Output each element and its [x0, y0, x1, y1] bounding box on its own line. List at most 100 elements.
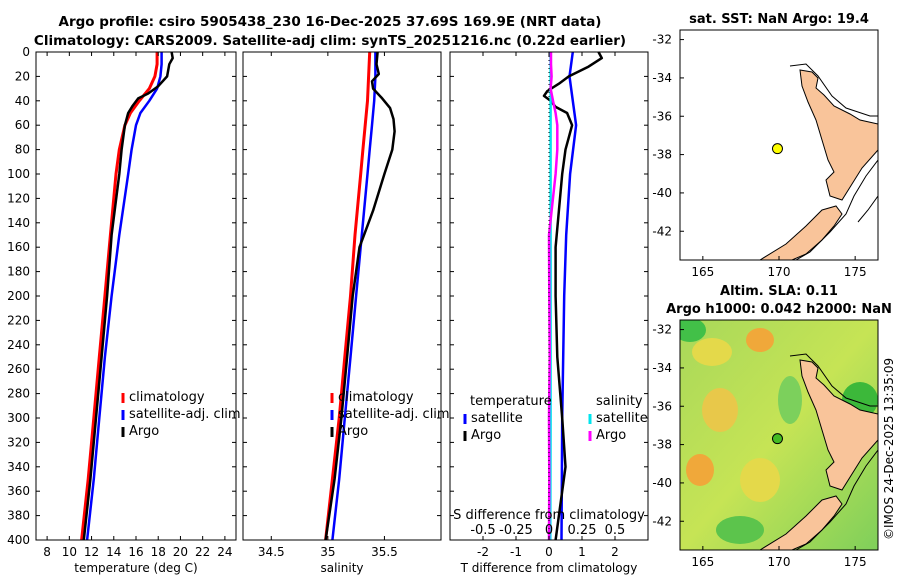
difference-legend-temperature-title: temperature	[470, 394, 552, 409]
temperature-ytick-label-14: 280	[7, 387, 30, 401]
sst_map-argo-marker	[771, 143, 783, 155]
sla_map-ytick-label-4: -40	[652, 476, 672, 490]
difference-series-1	[542, 51, 604, 541]
salinity-legend-label-0: climatology	[338, 390, 414, 405]
temperature-ytick-label-3: 60	[15, 118, 30, 132]
temperature-xtick-label-4: 16	[128, 545, 143, 559]
temperature-ytick-label-0: 0	[22, 45, 30, 59]
sla_map-xtick-label-2: 175	[844, 555, 867, 569]
temperature-xtick-label-8: 24	[217, 545, 232, 559]
salinity-series-0	[324, 51, 372, 541]
title-line-1: Argo profile: csiro 5905438_230 16-Dec-2…	[58, 14, 602, 30]
difference-legend-sal-label-1: Argo	[596, 428, 626, 443]
sla-blob-1	[746, 328, 774, 352]
sla-blob-2	[692, 338, 732, 366]
temperature-ytick-label-5: 100	[7, 167, 30, 181]
salinity-legend-label-2: Argo	[338, 424, 368, 439]
salinity-series-1	[331, 52, 377, 541]
sst_map-ytick-label-2: -36	[652, 109, 672, 123]
sla-map-land-north-island	[799, 359, 878, 491]
difference-top-label: S difference from climatology	[453, 508, 645, 523]
temperature-ytick-label-12: 240	[7, 338, 30, 352]
temperature-ytick-label-17: 340	[7, 460, 30, 474]
temperature-series-2	[82, 51, 174, 541]
temperature-ytick-label-18: 360	[7, 484, 30, 498]
sla_map-ytick-label-2: -36	[652, 399, 672, 413]
difference-series-3	[547, 52, 559, 541]
difference-top-tick-label-3: 0.25	[568, 523, 597, 538]
difference-top-tick-label-2: 0	[545, 523, 553, 538]
salinity-xtick-label-1: 35	[320, 545, 335, 559]
sst-map-land-north-island	[799, 69, 878, 201]
temperature-ytick-label-11: 220	[7, 313, 30, 327]
salinity-legend-label-1: satellite-adj. clim	[338, 407, 450, 422]
temperature-ytick-label-13: 260	[7, 362, 30, 376]
sst_map-ytick-label-1: -34	[652, 71, 672, 85]
temperature-series-1	[85, 52, 163, 541]
temperature-ytick-label-8: 160	[7, 240, 30, 254]
temperature-xtick-label-3: 14	[106, 545, 121, 559]
temperature-ytick-label-4: 80	[15, 143, 30, 157]
salinity-series-2	[324, 51, 396, 541]
difference-top-tick-label-1: -0.25	[499, 523, 533, 538]
temperature-xtick-label-7: 22	[195, 545, 210, 559]
difference-xtick-label-1: -1	[510, 545, 522, 559]
temperature-legend-label-1: satellite-adj. clim	[129, 407, 241, 422]
temperature-ytick-label-7: 140	[7, 216, 30, 230]
sla-blob-7	[680, 320, 706, 342]
sla-blob-5	[740, 458, 780, 502]
temperature-ytick-label-9: 180	[7, 265, 30, 279]
difference-top-tick-label-4: 0.5	[605, 523, 626, 538]
difference-xlabel: T difference from climatology	[460, 561, 638, 575]
sla_map-xtick-label-1: 170	[768, 555, 791, 569]
sla-blob-6	[778, 376, 802, 424]
sst_map-ytick-label-5: -42	[652, 224, 672, 238]
temperature-xtick-label-6: 20	[173, 545, 188, 559]
sla_map-ytick-label-3: -38	[652, 438, 672, 452]
temperature-ytick-label-6: 120	[7, 191, 30, 205]
temperature-xtick-label-1: 10	[62, 545, 77, 559]
sla_map-ytick-label-5: -42	[652, 514, 672, 528]
sla_map-ytick-label-0: -32	[652, 323, 672, 337]
temperature-ytick-label-16: 320	[7, 435, 30, 449]
temperature-ytick-label-19: 380	[7, 509, 30, 523]
sst_map-xtick-label-2: 175	[844, 265, 867, 279]
salinity-xlabel: salinity	[320, 561, 363, 575]
difference-legend-salinity-title: salinity	[596, 394, 643, 409]
title-line-2: Climatology: CARS2009. Satellite-adj cli…	[33, 33, 627, 49]
sla-map	[679, 319, 879, 551]
difference-xtick-label-4: 2	[611, 545, 619, 559]
difference-legend-sal-label-0: satellite	[596, 411, 648, 426]
difference-legend-temp-label-0: satellite	[471, 411, 523, 426]
difference-xtick-label-3: 1	[578, 545, 586, 559]
temperature-ytick-label-10: 200	[7, 289, 30, 303]
sst_map-ytick-label-4: -40	[652, 186, 672, 200]
sst-map-contour	[789, 63, 878, 260]
sla-map-contour	[789, 353, 878, 550]
sst_map-xtick-label-1: 170	[768, 265, 791, 279]
difference-xtick-label-2: 0	[545, 545, 553, 559]
salinity-plot-area	[243, 52, 441, 540]
sla_map-ytick-label-1: -34	[652, 361, 672, 375]
sla-map-title-1: Altim. SLA: 0.11	[720, 284, 838, 299]
temperature-ytick-label-1: 20	[15, 69, 30, 83]
temperature-ytick-label-2: 40	[15, 94, 30, 108]
temperature-plot-area	[36, 52, 236, 540]
salinity-xtick-label-2: 35.5	[371, 545, 398, 559]
temperature-legend-label-2: Argo	[129, 424, 159, 439]
sla-blob-4	[686, 454, 714, 486]
sst-map-title: sat. SST: NaN Argo: 19.4	[689, 12, 869, 27]
sla_map-xtick-label-0: 165	[691, 555, 714, 569]
temperature-xlabel: temperature (deg C)	[74, 561, 197, 575]
sst_map-ytick-label-0: -32	[652, 33, 672, 47]
sla-map-title-2: Argo h1000: 0.042 h2000: NaN	[666, 302, 892, 317]
sla-blob-9	[716, 516, 764, 544]
difference-legend-temp-label-1: Argo	[471, 428, 501, 443]
temperature-xtick-label-0: 8	[43, 545, 51, 559]
difference-series-0	[560, 51, 578, 541]
sla_map-argo-marker	[771, 433, 783, 445]
temperature-legend-label-0: climatology	[129, 390, 205, 405]
copyright-label: ©IMOS 24-Dec-2025 13:35:09	[882, 358, 896, 540]
sst_map-ytick-label-3: -38	[652, 148, 672, 162]
